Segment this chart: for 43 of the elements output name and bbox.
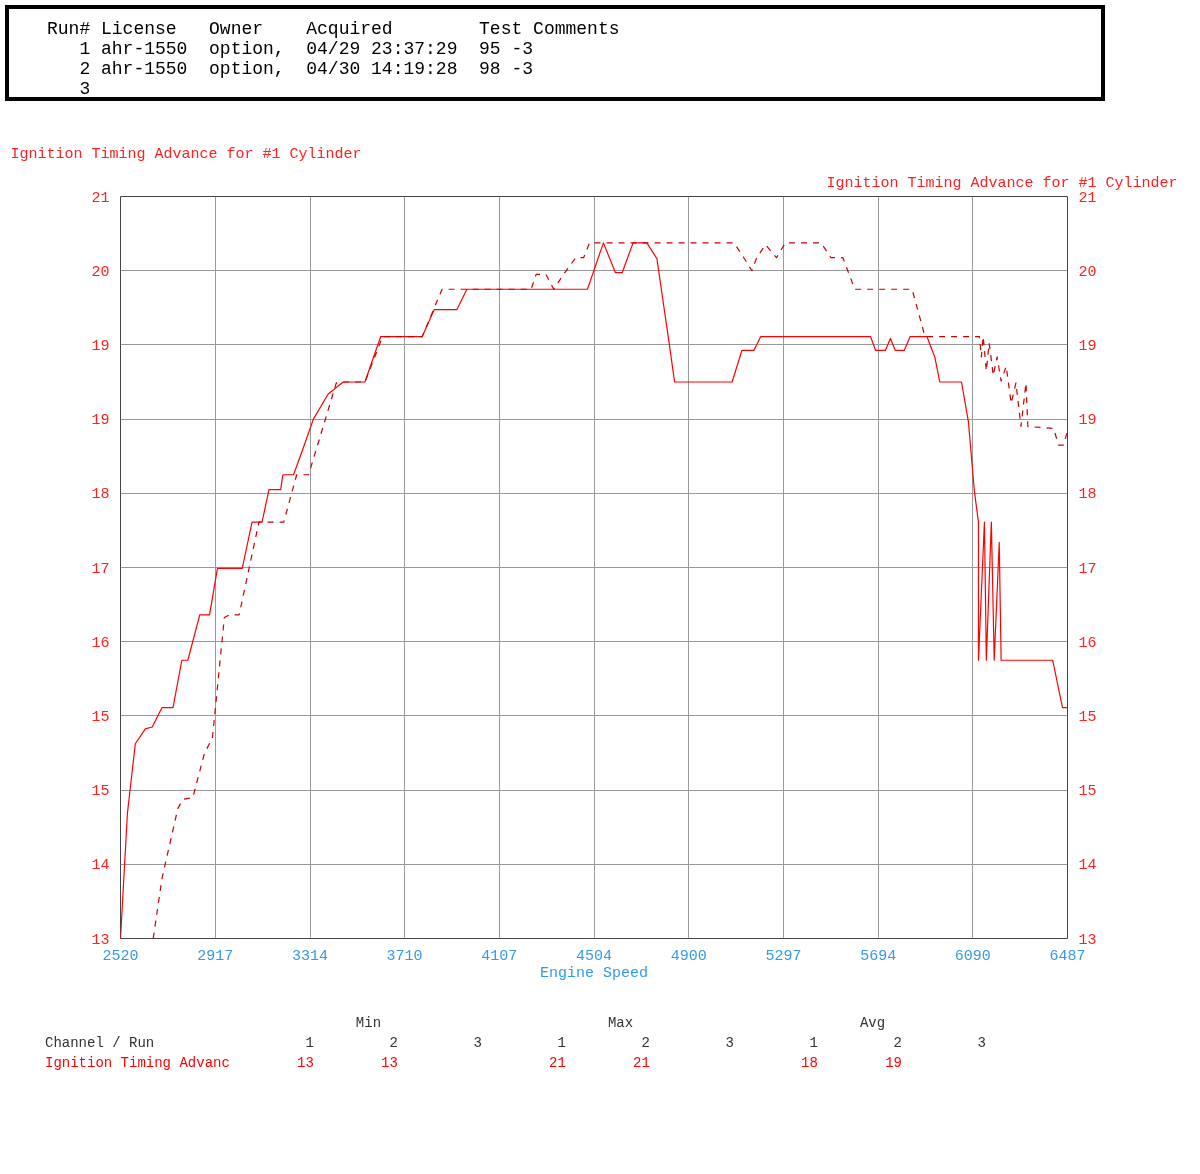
y-tick-label: 15 [91, 708, 110, 726]
x-tick-label: 5694 [860, 947, 897, 965]
x-tick-label: 2917 [197, 947, 234, 965]
text: 3 [78, 79, 92, 99]
y2-tick-label: 17 [1078, 560, 1097, 578]
text: Min Max Avg [354, 1014, 887, 1033]
y-axis-title: Ignition Timing Advance for #1 Cylinder [10, 145, 362, 163]
x-tick-label: 4107 [481, 947, 518, 965]
y2-tick-label: 13 [1078, 931, 1097, 949]
x-tick-label: 5297 [765, 947, 802, 965]
y2-tick-label: 18 [1078, 486, 1097, 504]
y2-tick-label: 19 [1078, 337, 1097, 355]
y-tick-label: 20 [91, 263, 110, 281]
y-tick-label: 19 [91, 412, 110, 430]
text: Channel / Run 1 2 3 1 2 3 1 2 3 [45, 1034, 986, 1053]
text: Run# License Owner Acquired Test Comments [47, 19, 621, 39]
x-tick-label: 6487 [1049, 947, 1086, 965]
y2-tick-label: 14 [1078, 857, 1097, 875]
y2-tick-label: 16 [1078, 634, 1097, 652]
y2-tick-label: 20 [1078, 263, 1097, 281]
text: 2 ahr-1550 option, 04/30 14:19:28 98 -3 [78, 59, 535, 79]
y-tick-label: 13 [91, 931, 110, 949]
y-tick-label: 19 [91, 337, 110, 355]
x-tick-label: 3314 [292, 947, 329, 965]
y-tick-label: 17 [91, 560, 110, 578]
x-tick-label: 4504 [576, 947, 613, 965]
x-tick-label: 6090 [954, 947, 991, 965]
x-tick-label: 2520 [102, 947, 139, 965]
y2-tick-label: 15 [1078, 708, 1097, 726]
y-tick-label: 16 [91, 634, 110, 652]
text: 1 ahr-1550 option, 04/29 23:37:29 95 -3 [78, 39, 535, 59]
y2-tick-label: 19 [1078, 412, 1097, 430]
y-tick-label: 18 [91, 486, 110, 504]
text: Ignition Timing Advanc 13 13 21 21 18 19 [45, 1054, 903, 1073]
x-axis-title: Engine Speed [539, 964, 649, 982]
x-tick-label: 4900 [670, 947, 707, 965]
y2-tick-label: 15 [1078, 783, 1097, 801]
y2-axis-title: Ignition Timing Advance for #1 Cylinder [826, 174, 1178, 192]
y-tick-label: 14 [91, 857, 110, 875]
y2-tick-label: 21 [1078, 189, 1097, 207]
x-tick-label: 3710 [386, 947, 423, 965]
y-tick-label: 15 [91, 783, 110, 801]
y-tick-label: 21 [91, 189, 110, 207]
